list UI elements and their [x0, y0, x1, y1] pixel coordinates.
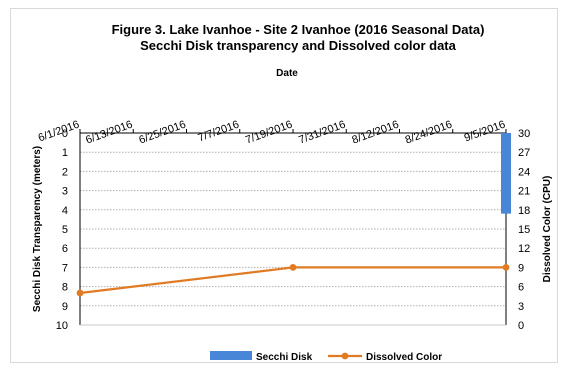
legend-swatch-secchi-disk	[210, 351, 252, 360]
y-left-tick-label: 3	[62, 186, 68, 198]
y-right-tick-label: 12	[518, 243, 530, 255]
x-tick-label: 9/5/2016	[463, 119, 507, 145]
x-tick-label: 6/1/2016	[37, 119, 81, 145]
dissolved-color-point	[502, 264, 510, 271]
chart-title-line-1: Figure 3. Lake Ivanhoe - Site 2 Ivanhoe …	[112, 22, 485, 37]
y-left-tick-label: 10	[56, 320, 68, 332]
x-tick-label: 6/25/2016	[137, 119, 187, 147]
chart-frame	[10, 8, 558, 363]
dissolved-color-point	[76, 289, 84, 297]
dissolved-color-point	[289, 264, 297, 271]
y-right-tick-label: 9	[518, 262, 524, 274]
dissolved-color-line	[79, 266, 506, 295]
y-right-tick-label: 15	[518, 224, 530, 236]
chart-title-line-2: Secchi Disk transparency and Dissolved c…	[140, 38, 457, 53]
legend-label-dissolved-color: Dissolved Color	[366, 352, 442, 363]
y-axis-right-title: Dissolved Color (CPU)	[542, 176, 553, 283]
secchi-disk-bar	[501, 133, 511, 214]
y-left-tick-label: 2	[62, 166, 68, 178]
x-tick-label: 6/13/2016	[84, 119, 134, 147]
y-right-tick-label: 18	[518, 205, 530, 217]
y-right-tick-label: 3	[518, 301, 524, 313]
x-tick-label: 7/7/2016	[196, 119, 240, 145]
x-tick-label: 8/24/2016	[404, 119, 454, 147]
y-right-tick-label: 24	[518, 166, 530, 178]
y-left-tick-label: 9	[62, 301, 68, 313]
y-left-tick-label: 7	[62, 262, 68, 274]
y-right-tick-label: 21	[518, 186, 530, 198]
y-left-tick-label: 5	[62, 224, 68, 236]
x-axis-title: Date	[276, 68, 298, 79]
y-right-tick-label: 27	[518, 147, 530, 159]
y-left-tick-label: 1	[62, 147, 68, 159]
x-tick-label: 7/19/2016	[244, 119, 294, 147]
y-left-tick-label: 8	[62, 282, 68, 294]
y-right-tick-label: 6	[518, 282, 524, 294]
x-tick-label: 7/31/2016	[297, 119, 347, 147]
legend-marker-dissolved-color	[341, 352, 349, 360]
y-left-tick-label: 6	[62, 243, 68, 255]
y-right-tick-label: 30	[518, 128, 530, 140]
y-left-tick-label: 0	[62, 128, 68, 140]
y-axis-left-title: Secchi Disk Transparency (meters)	[32, 146, 43, 312]
y-left-tick-label: 4	[62, 205, 68, 217]
x-tick-label: 8/12/2016	[350, 119, 400, 147]
legend-label-secchi-disk: Secchi Disk	[256, 352, 313, 363]
y-right-tick-label: 0	[518, 320, 524, 332]
